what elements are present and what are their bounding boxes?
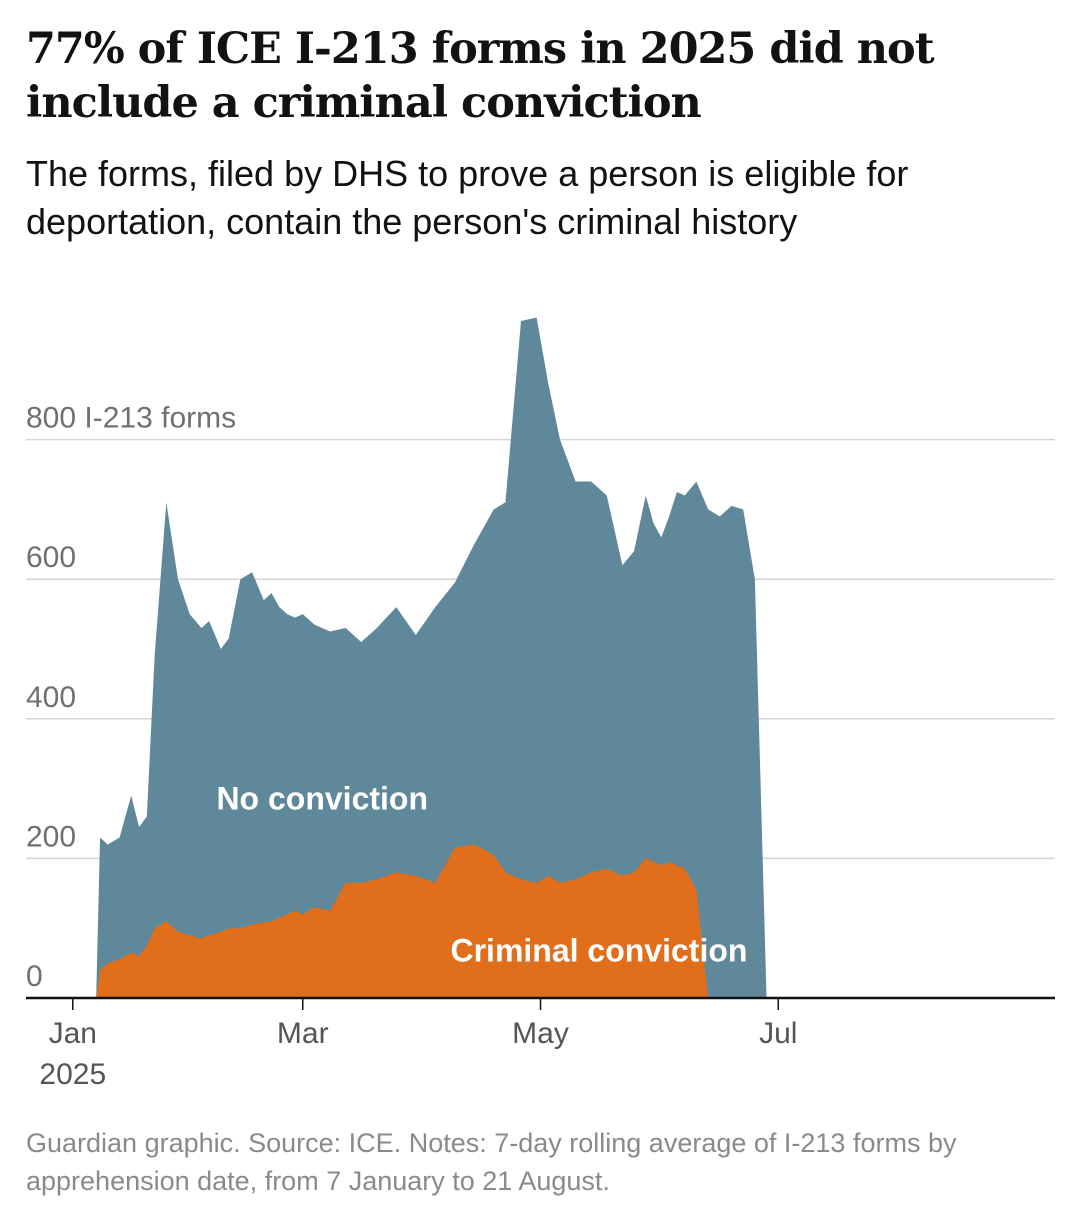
label-criminal-conviction: Criminal conviction: [450, 933, 747, 969]
area-no-conviction: [96, 317, 767, 998]
label-no-conviction: No conviction: [216, 781, 428, 817]
y-tick-label: 600: [26, 541, 76, 574]
area-criminal-conviction: [96, 844, 767, 998]
chart-title: 77% of ICE I-213 forms in 2025 did not i…: [26, 24, 935, 128]
x-tick-label: Mar: [277, 1017, 329, 1050]
y-tick-label: 800 I-213 forms: [26, 402, 236, 435]
x-tick-label: Jan: [49, 1017, 97, 1050]
x-tick-label: Jul: [759, 1017, 797, 1050]
y-tick-label: 0: [26, 960, 43, 993]
x-tick-label: May: [512, 1017, 569, 1050]
chart-subtitle: The forms, filed by DHS to prove a perso…: [26, 153, 909, 242]
y-tick-label: 200: [26, 820, 76, 853]
series-labels: No conviction Criminal conviction: [216, 781, 747, 969]
stacked-areas: [96, 317, 767, 998]
x-tick-sublabel: 2025: [39, 1058, 106, 1091]
y-tick-label: 400: [26, 681, 76, 714]
axes: Jan 2025 Mar May Jul: [26, 996, 1055, 1091]
source-note: Guardian graphic. Source: ICE. Notes: 7-…: [26, 1128, 957, 1196]
